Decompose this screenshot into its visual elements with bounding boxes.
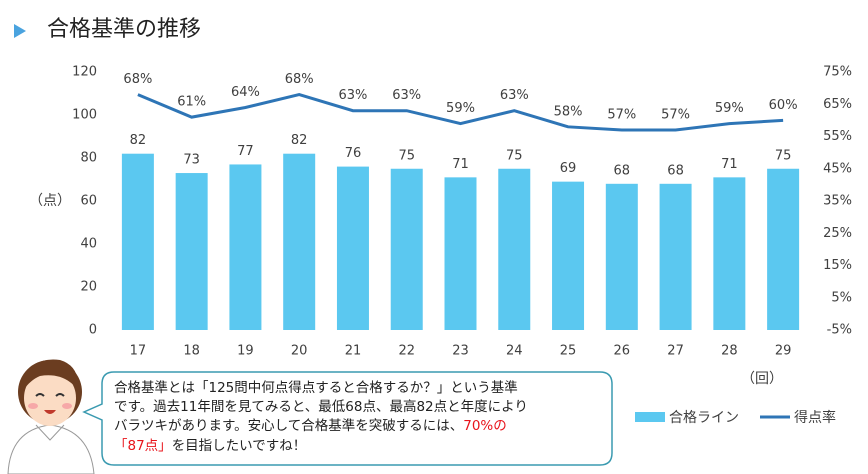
line-value-label: 61% <box>177 95 206 110</box>
bar <box>767 168 800 330</box>
x-tick-label: 26 <box>614 344 631 359</box>
line-value-label: 57% <box>607 108 636 123</box>
legend-swatch <box>635 412 665 422</box>
bar-value-label: 68 <box>614 163 631 178</box>
chart-title: 合格基準の推移 <box>47 17 201 42</box>
note-highlight: 「87点」 <box>114 438 172 454</box>
y2-tick-label: -5% <box>827 323 852 338</box>
y-tick-label: 100 <box>72 108 97 123</box>
x-tick-label: 19 <box>237 344 254 359</box>
bar-value-label: 75 <box>775 148 792 163</box>
x-tick-label: 25 <box>560 344 577 359</box>
bar <box>552 181 585 330</box>
y-tick-label: 80 <box>80 151 97 166</box>
x-tick-label: 28 <box>721 344 738 359</box>
bar <box>283 153 316 330</box>
bar <box>444 177 477 330</box>
note-line: 「87点」を目指したいですね！ <box>114 438 306 454</box>
bar <box>713 177 746 330</box>
line-value-label: 59% <box>446 101 475 116</box>
bar <box>121 153 154 330</box>
line-value-label: 60% <box>769 98 798 113</box>
y2-tick-label: 75% <box>823 65 852 80</box>
callout-box <box>82 371 613 466</box>
x-tick-label: 18 <box>183 344 200 359</box>
note-line: です。過去11年間を見てみると、最低68点、最高82点と年度により <box>114 398 528 415</box>
bar-value-label: 75 <box>398 148 415 163</box>
bar <box>498 168 531 330</box>
line-value-label: 63% <box>392 88 421 103</box>
bar-value-label: 76 <box>345 146 362 161</box>
note-line: 合格基準とは「125問中何点得点すると合格するか？」という基準 <box>114 379 518 396</box>
bar-value-label: 73 <box>183 153 200 168</box>
x-tick-label: 21 <box>345 344 362 359</box>
bar <box>229 164 262 330</box>
person-icon <box>7 359 95 474</box>
note-text: を目指したいですね！ <box>172 438 307 454</box>
line-value-label: 57% <box>661 108 690 123</box>
y2-tick-label: 45% <box>823 161 852 176</box>
y-tick-label: 120 <box>72 65 97 80</box>
bar-value-label: 71 <box>721 157 738 172</box>
y2-tick-label: 55% <box>823 129 852 144</box>
legend-label: 得点率 <box>794 409 836 426</box>
y2-tick-label: 35% <box>823 194 852 209</box>
bar-value-label: 69 <box>560 161 577 176</box>
x-tick-label: 20 <box>291 344 308 359</box>
line-value-label: 59% <box>715 101 744 116</box>
line-value-label: 58% <box>554 104 583 119</box>
y-axis-label: （点） <box>29 193 71 209</box>
bar <box>605 183 638 330</box>
note-highlight: 70%の <box>463 418 507 434</box>
y-tick-label: 0 <box>89 323 97 338</box>
bar-value-label: 75 <box>506 148 523 163</box>
legend-label: 合格ライン <box>669 410 739 426</box>
y-tick-label: 40 <box>80 237 97 252</box>
note-line: バラツキがあります。安心して合格基準を突破するには、70%の <box>114 417 507 434</box>
x-tick-label: 22 <box>398 344 415 359</box>
bar <box>390 168 423 330</box>
x-tick-label: 27 <box>667 344 684 359</box>
line-value-label: 63% <box>339 88 368 103</box>
y-tick-label: 20 <box>80 280 97 295</box>
x-tick-label: 29 <box>775 344 792 359</box>
line <box>137 93 784 132</box>
bar-value-label: 71 <box>452 157 469 172</box>
line-value-label: 68% <box>285 72 314 87</box>
y2-tick-label: 65% <box>823 97 852 112</box>
bar-value-label: 77 <box>237 144 254 159</box>
x-tick-label: 23 <box>452 344 469 359</box>
bar-value-label: 82 <box>291 133 308 148</box>
title-marker <box>14 24 26 38</box>
bar <box>659 183 692 330</box>
line-value-label: 63% <box>500 88 529 103</box>
note-text: バラツキがあります。安心して合格基準を突破するには、 <box>114 417 463 434</box>
y2-tick-label: 5% <box>831 290 852 305</box>
y-tick-label: 60 <box>80 194 97 209</box>
line-value-label: 64% <box>231 85 260 100</box>
x-tick-label: 24 <box>506 344 523 359</box>
x-tick-label: 17 <box>130 344 147 359</box>
y2-tick-label: 25% <box>823 226 852 241</box>
x-axis-label: （回） <box>741 371 783 387</box>
bar-value-label: 68 <box>667 163 684 178</box>
bar <box>175 173 208 330</box>
line-value-label: 68% <box>123 72 152 87</box>
bar <box>336 166 369 330</box>
bar-value-label: 82 <box>130 133 147 148</box>
y2-tick-label: 15% <box>823 258 852 273</box>
